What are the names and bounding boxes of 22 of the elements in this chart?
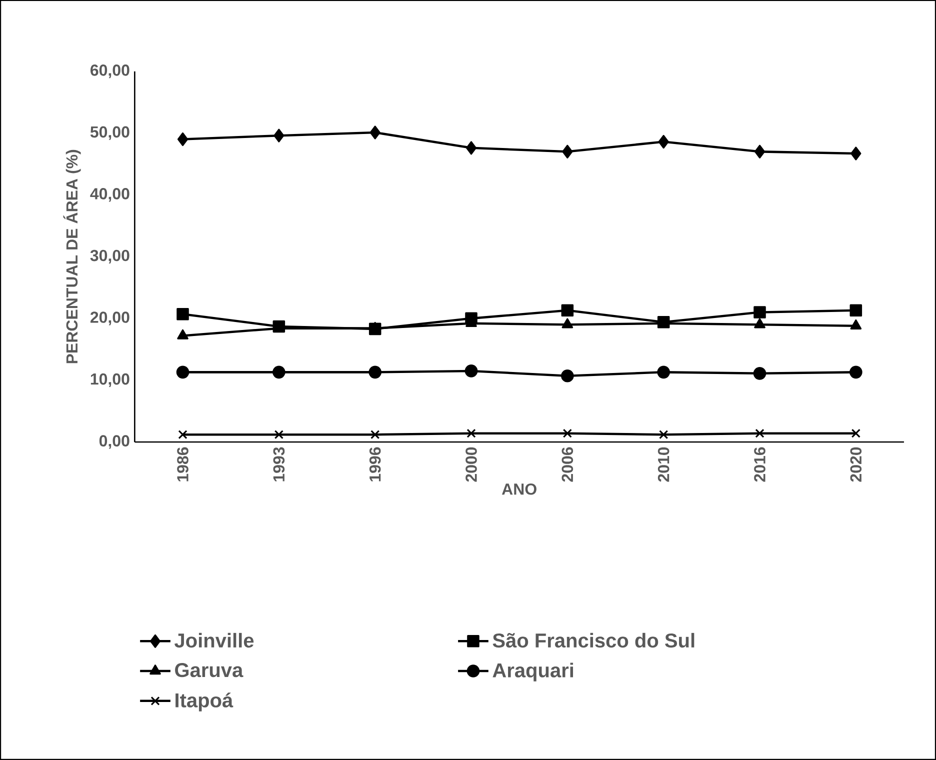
- x-tick-label: 2006: [562, 447, 574, 482]
- y-tick-label: 60,00: [90, 64, 130, 78]
- x-axis-title: ANO: [502, 483, 536, 495]
- y-axis-title: PERCENTUAL DE ÁREA (%): [63, 150, 81, 364]
- x-tick-label: 2020: [850, 447, 862, 482]
- y-tick-label: 40,00: [90, 188, 130, 202]
- y-tick-label: 30,00: [90, 250, 130, 264]
- y-tick-label: 20,00: [90, 312, 130, 326]
- x-tick-label: 2000: [466, 447, 477, 482]
- y-tick-label: 10,00: [90, 373, 130, 388]
- y-tick-label: 50,00: [90, 126, 130, 140]
- legend-label: Joinville: [174, 632, 254, 648]
- legend-label: Garuva: [175, 663, 244, 678]
- x-tick-label: 2016: [754, 447, 766, 482]
- legend-label: Araquari: [492, 662, 574, 682]
- legend-label: Itapoá: [176, 692, 234, 712]
- x-tick-label: 2010: [658, 447, 670, 482]
- x-tick-label: 1993: [273, 447, 285, 482]
- x-tick-label: 1986: [177, 447, 188, 482]
- legend-label: São Francisco do Sul: [492, 632, 694, 648]
- x-tick-label: 1996: [369, 447, 381, 482]
- y-tick-label: 0,00: [99, 435, 130, 449]
